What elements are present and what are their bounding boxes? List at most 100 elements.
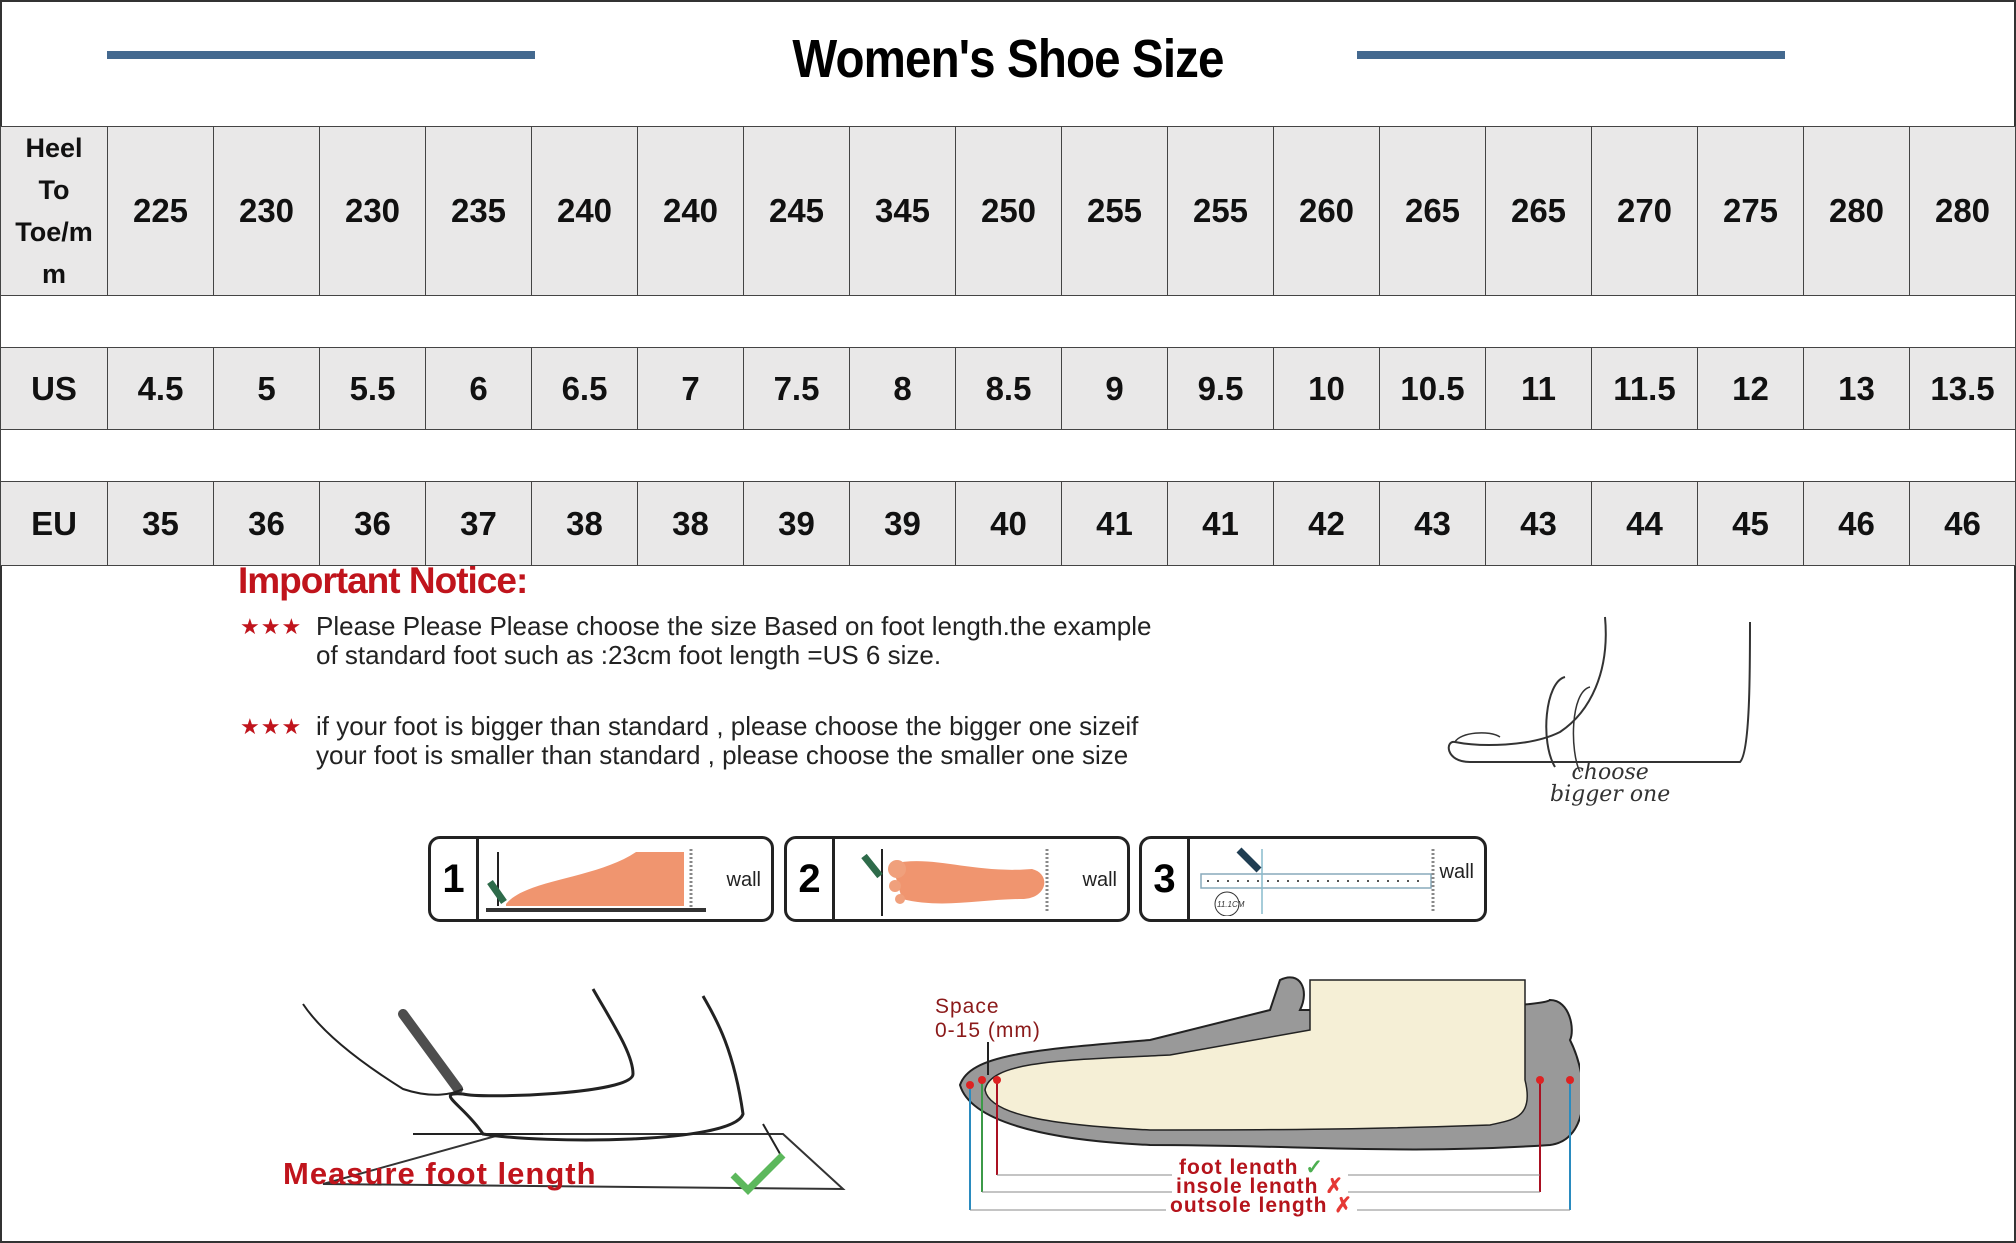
check-icon: ✓ — [1305, 1156, 1324, 1179]
row-header-line: m — [41, 259, 66, 289]
spacer-cell — [743, 295, 850, 348]
spacer-cell — [531, 429, 638, 482]
size-cell: 35 — [107, 481, 214, 566]
stars-icon: ★★★ — [240, 714, 303, 739]
notice-title: Important Notice: — [238, 560, 528, 601]
size-chart-table: Heel To Toe/m m 225 230 230 235 240 240 245 345 250 2… — [0, 126, 2016, 566]
spacer-cell — [425, 429, 532, 482]
row-header-line: Heel — [25, 133, 83, 163]
title-line-left — [107, 51, 535, 59]
size-cell: 6 — [425, 347, 532, 430]
spacer-cell — [425, 295, 532, 348]
ruler-icon: 11.1CM — [1200, 847, 1435, 916]
spacer-cell — [1379, 295, 1486, 348]
size-cell: 13.5 — [1909, 347, 2016, 430]
spacer-cell — [849, 295, 956, 348]
size-cell: 275 — [1697, 126, 1804, 296]
spacer-cell — [1273, 429, 1380, 482]
spacer-cell — [1485, 295, 1592, 348]
size-cell: 40 — [955, 481, 1062, 566]
size-cell: 39 — [743, 481, 850, 566]
shoe-cross-section-diagram — [958, 976, 1580, 1211]
title-line-right — [1357, 51, 1785, 59]
size-cell: 240 — [531, 126, 638, 296]
spacer-row — [0, 429, 2016, 482]
length-label: foot length — [1179, 1156, 1299, 1179]
spacer-cell — [213, 429, 320, 482]
spacer-cell — [1909, 295, 2016, 348]
size-cell: 9 — [1061, 347, 1168, 430]
spacer-cell — [319, 429, 426, 482]
measure-step-1: 1 wall — [428, 836, 774, 922]
length-label: outsole length — [1170, 1194, 1328, 1217]
size-cell: 4.5 — [107, 347, 214, 430]
step-number: 1 — [431, 839, 479, 919]
size-cell: 235 — [425, 126, 532, 296]
spacer-cell — [955, 295, 1062, 348]
size-cell: 38 — [637, 481, 744, 566]
size-cell: 255 — [1167, 126, 1274, 296]
measure-step-2: 2 wall — [784, 836, 1130, 922]
size-cell: 255 — [1061, 126, 1168, 296]
size-cell: 10 — [1273, 347, 1380, 430]
spacer-cell — [1803, 295, 1910, 348]
step-number: 3 — [1142, 839, 1190, 919]
size-cell: 41 — [1167, 481, 1274, 566]
size-cell: 345 — [849, 126, 956, 296]
notice-item: ★★★ if your foot is bigger than standard… — [240, 712, 1138, 770]
row-header-line: To — [38, 175, 70, 205]
size-cell: 8 — [849, 347, 956, 430]
foot-top-icon — [861, 849, 1049, 916]
size-cell: 280 — [1803, 126, 1910, 296]
foot-side-icon — [486, 849, 706, 912]
checkmark-icon — [730, 1152, 786, 1195]
notice-item: ★★★ Please Please Please choose the size… — [240, 612, 1151, 670]
spacer-cell — [1273, 295, 1380, 348]
spacer-cell — [1061, 295, 1168, 348]
spacer-cell — [1061, 429, 1168, 482]
space-line: Space — [935, 995, 1000, 1018]
wall-label: wall — [1082, 869, 1117, 891]
spacer-cell — [1909, 429, 2016, 482]
spacer-cell — [637, 429, 744, 482]
spacer-cell — [1591, 429, 1698, 482]
spacer-cell — [1167, 429, 1274, 482]
size-cell: 5.5 — [319, 347, 426, 430]
spacer-cell — [213, 295, 320, 348]
table-row: US 4.5 5 5.5 6 6.5 7 7.5 8 8.5 9 9.5 10 10.5 11 11.5 12 1… — [0, 347, 2016, 430]
size-cell: 8.5 — [955, 347, 1062, 430]
size-cell: 44 — [1591, 481, 1698, 566]
spacer-cell — [1379, 429, 1486, 482]
page-title: Women's Shoe Size — [792, 29, 1224, 89]
spacer-cell — [1591, 295, 1698, 348]
spacer-cell — [107, 295, 214, 348]
size-cell: 9.5 — [1167, 347, 1274, 430]
size-cell: 46 — [1909, 481, 2016, 566]
spacer-cell — [319, 295, 426, 348]
spacer-cell — [107, 429, 214, 482]
size-cell: 5 — [213, 347, 320, 430]
measure-foot-label: Measure foot length — [283, 1156, 597, 1191]
cross-icon: ✗ — [1325, 1175, 1344, 1198]
spacer-cell — [531, 295, 638, 348]
spacer-cell — [743, 429, 850, 482]
size-cell: 45 — [1697, 481, 1804, 566]
size-cell: 230 — [213, 126, 320, 296]
spacer-cell — [1167, 295, 1274, 348]
size-cell: 265 — [1379, 126, 1486, 296]
spacer-cell — [1803, 429, 1910, 482]
table-row: Heel To Toe/m m 225 230 230 235 240 240 245 345 250 2… — [0, 126, 2016, 296]
size-cell: 12 — [1697, 347, 1804, 430]
ruler-tag: 11.1CM — [1217, 900, 1245, 909]
size-cell: 240 — [637, 126, 744, 296]
size-cell: 41 — [1061, 481, 1168, 566]
row-header: Heel To Toe/m m — [0, 126, 108, 296]
spacer-cell — [849, 429, 956, 482]
size-cell: 11 — [1485, 347, 1592, 430]
size-cell: 270 — [1591, 126, 1698, 296]
size-cell: 13 — [1803, 347, 1910, 430]
row-header-line: Toe/m — [15, 217, 93, 247]
notice-line: your foot is smaller than standard , ple… — [316, 740, 1129, 770]
row-header: EU — [0, 481, 108, 566]
